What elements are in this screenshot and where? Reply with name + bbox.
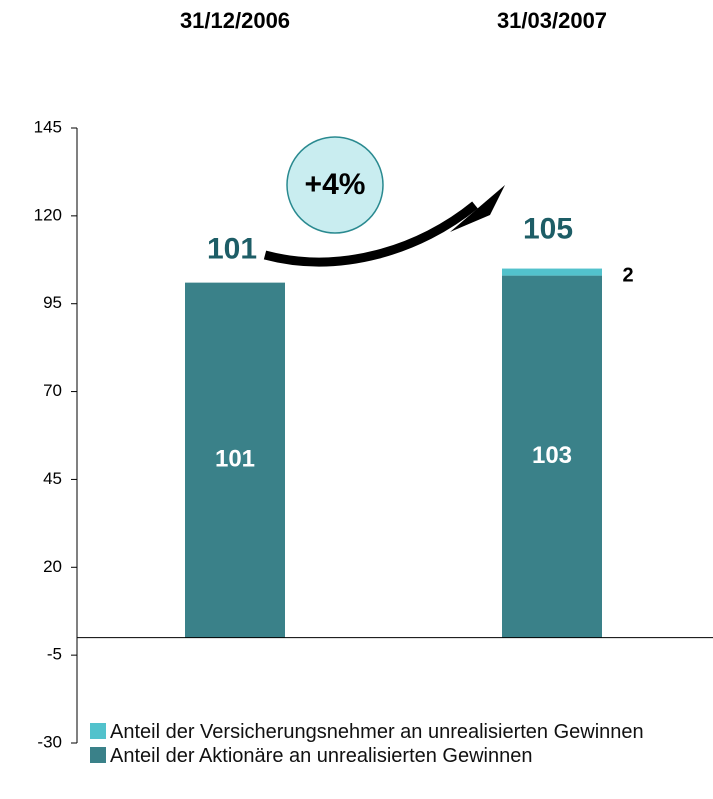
bar-segment: [502, 268, 602, 276]
legend-swatch: [90, 747, 106, 763]
y-tick-label: 145: [34, 117, 62, 136]
legend-entry: Anteil der Versicherungsnehmer an unreal…: [90, 720, 690, 744]
y-tick-label: 45: [43, 469, 62, 488]
y-tick-label: 95: [43, 293, 62, 312]
y-tick-label: -5: [47, 645, 62, 664]
y-tick-label: 70: [43, 381, 62, 400]
bar-segment: [502, 275, 602, 638]
bar-segment: [185, 282, 285, 638]
y-tick-label: -30: [37, 732, 62, 751]
annotation: +4%: [305, 168, 366, 201]
value-label: 2: [622, 264, 633, 286]
arrow-head: [450, 185, 505, 232]
y-tick-label: 120: [34, 205, 62, 224]
legend-entry: Anteil der Aktionäre an unrealisierten G…: [90, 744, 690, 768]
category-label: 31/03/2007: [497, 8, 607, 33]
legend-label: Anteil der Versicherungsnehmer an unreal…: [110, 721, 644, 743]
value-label: 103: [532, 442, 572, 469]
growth-arrow: [263, 201, 478, 267]
legend: Anteil der Versicherungsnehmer an unreal…: [90, 720, 690, 768]
category-label: 31/12/2006: [180, 8, 290, 33]
total-label: 101: [207, 233, 257, 266]
annotation-circle: [286, 136, 384, 234]
y-tick-label: 20: [43, 557, 62, 576]
legend-label: Anteil der Aktionäre an unrealisierten G…: [110, 745, 533, 767]
legend-swatch: [90, 723, 106, 739]
total-label: 105: [523, 212, 573, 245]
value-label: 101: [215, 445, 255, 472]
